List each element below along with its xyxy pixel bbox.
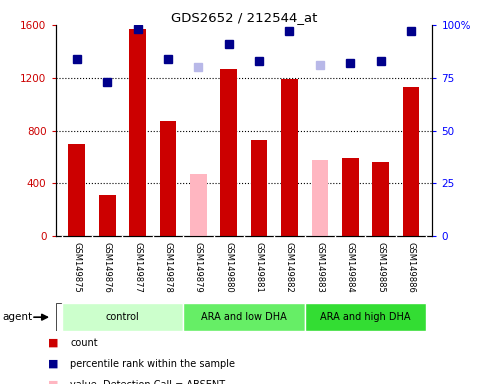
- Text: GSM149879: GSM149879: [194, 242, 203, 292]
- Text: GSM149882: GSM149882: [285, 242, 294, 292]
- Bar: [251, 140, 268, 236]
- Text: GSM149877: GSM149877: [133, 242, 142, 292]
- Text: GSM149884: GSM149884: [346, 242, 355, 292]
- Text: GSM149876: GSM149876: [103, 242, 112, 292]
- Bar: [129, 29, 146, 236]
- Bar: [312, 160, 328, 236]
- Bar: [220, 69, 237, 236]
- Text: GSM149878: GSM149878: [163, 242, 172, 292]
- Text: agent: agent: [2, 312, 32, 322]
- Text: ARA and high DHA: ARA and high DHA: [320, 312, 411, 322]
- Text: count: count: [70, 338, 98, 348]
- Bar: [403, 87, 419, 236]
- Bar: [99, 195, 115, 236]
- Text: ARA and low DHA: ARA and low DHA: [201, 312, 287, 322]
- Bar: [183, 303, 305, 331]
- Text: value, Detection Call = ABSENT: value, Detection Call = ABSENT: [70, 380, 225, 384]
- Text: ■: ■: [48, 359, 59, 369]
- Bar: [69, 144, 85, 236]
- Bar: [159, 121, 176, 236]
- Text: ■: ■: [48, 338, 59, 348]
- Bar: [190, 174, 207, 236]
- Bar: [62, 303, 183, 331]
- Text: GSM149885: GSM149885: [376, 242, 385, 292]
- Title: GDS2652 / 212544_at: GDS2652 / 212544_at: [170, 11, 317, 24]
- Text: control: control: [105, 312, 139, 322]
- Text: percentile rank within the sample: percentile rank within the sample: [70, 359, 235, 369]
- Text: GSM149875: GSM149875: [72, 242, 81, 292]
- Text: GSM149881: GSM149881: [255, 242, 264, 292]
- Text: GSM149883: GSM149883: [315, 242, 325, 292]
- Bar: [281, 79, 298, 236]
- Bar: [305, 303, 426, 331]
- Bar: [342, 158, 358, 236]
- Text: ■: ■: [48, 380, 59, 384]
- Bar: [372, 162, 389, 236]
- Text: GSM149880: GSM149880: [224, 242, 233, 292]
- Text: GSM149886: GSM149886: [407, 242, 415, 292]
